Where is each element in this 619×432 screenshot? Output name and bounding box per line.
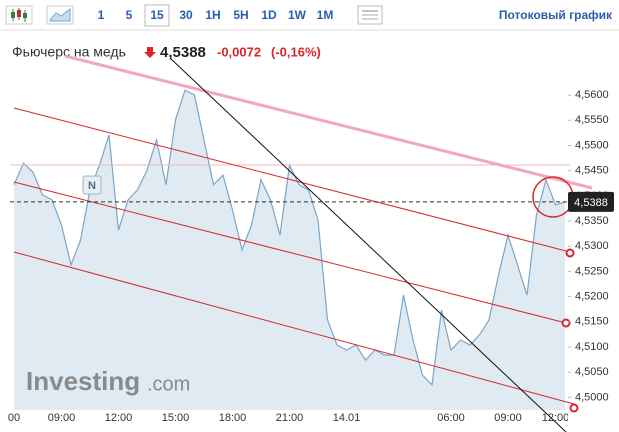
svg-text:N: N — [88, 180, 96, 192]
trend-line — [64, 54, 593, 190]
candle-icon[interactable] — [5, 5, 33, 25]
area-fill — [14, 90, 565, 410]
y-tick-label: 4,5000 — [575, 391, 609, 403]
y-tick-label: 4,5350 — [575, 215, 609, 227]
last-price-box — [568, 191, 614, 212]
watermark-suffix: .com — [147, 373, 190, 395]
channel-line — [13, 181, 567, 324]
interval-button[interactable]: 5 — [126, 8, 133, 22]
watermark-brand: Investing — [26, 366, 140, 396]
interval-button[interactable]: 1 — [98, 8, 105, 22]
y-tick-label: 4,5300 — [575, 240, 609, 252]
stream-link[interactable]: Потоковый график — [499, 8, 613, 22]
y-tick-label: 4,5250 — [575, 265, 609, 277]
x-tick-label: 09:00 — [494, 412, 522, 424]
y-tick-label: 4,5150 — [575, 316, 609, 328]
interval-active-bg[interactable] — [144, 4, 170, 27]
x-tick-label: 14.01 — [333, 412, 361, 424]
interval-button[interactable]: 15 — [150, 8, 164, 22]
y-tick-label: 4,5050 — [575, 366, 609, 378]
interval-button[interactable]: 1W — [288, 8, 307, 22]
watermark: Investing .com — [26, 366, 190, 396]
area-icon[interactable] — [46, 5, 74, 25]
x-tick-label: 06:00 — [437, 412, 465, 424]
x-tick-label: 21:00 — [276, 412, 304, 424]
interval-button[interactable]: 5H — [233, 8, 248, 22]
x-tick-label: 15:00 — [162, 412, 190, 424]
last-price-label: 4,5388 — [574, 197, 608, 209]
interval-button[interactable]: 1H — [205, 8, 220, 22]
channel-line — [13, 107, 571, 253]
x-tick-label: 18:00 — [219, 412, 247, 424]
x-tick-label: 00 — [8, 412, 20, 424]
y-tick-label: 4,5200 — [575, 291, 609, 303]
instrument-name: Фьючерс на медь — [12, 44, 126, 60]
x-tick-label: 12:00 — [542, 412, 570, 424]
anchor-point — [565, 248, 575, 258]
x-tick-label: 09:00 — [48, 412, 76, 424]
table-icon[interactable] — [357, 5, 383, 25]
anchor-point — [569, 403, 579, 413]
y-tick-label: 4,5500 — [575, 139, 609, 151]
interval-buttons: 1 5 15 30 1H 5H 1D 1W 1M — [98, 4, 334, 27]
interval-button[interactable]: 1D — [261, 8, 277, 22]
y-tick-label: 4,5550 — [575, 114, 609, 126]
y-tick-label: 4,5600 — [575, 89, 609, 101]
toolbar — [0, 0, 619, 30]
price-change-pct: (-0,16%) — [271, 44, 321, 59]
x-tick-label: 12:00 — [105, 412, 133, 424]
interval-button[interactable]: 1M — [317, 8, 334, 22]
price-change: -0,0072 — [217, 44, 261, 59]
last-price: 4,5388 — [160, 44, 206, 61]
channel-line — [13, 251, 575, 405]
y-axis: 4,5000 4,5050 4,5100 4,5150 4,5200 4,5250 4,53… — [10, 89, 614, 403]
interval-button[interactable]: 30 — [179, 8, 193, 22]
y-tick-label: 4,5100 — [575, 341, 609, 353]
plot — [13, 89, 566, 410]
x-axis: 00 09:00 12:00 15:00 18:00 21:00 14.01 06:00 09:… — [8, 412, 570, 424]
y-tick-label: 4,5450 — [575, 165, 609, 177]
trend-line — [169, 57, 567, 432]
anchor-point — [561, 318, 571, 328]
news-marker[interactable]: N — [82, 175, 102, 195]
down-arrow — [144, 47, 156, 58]
drawings: N — [10, 54, 593, 432]
